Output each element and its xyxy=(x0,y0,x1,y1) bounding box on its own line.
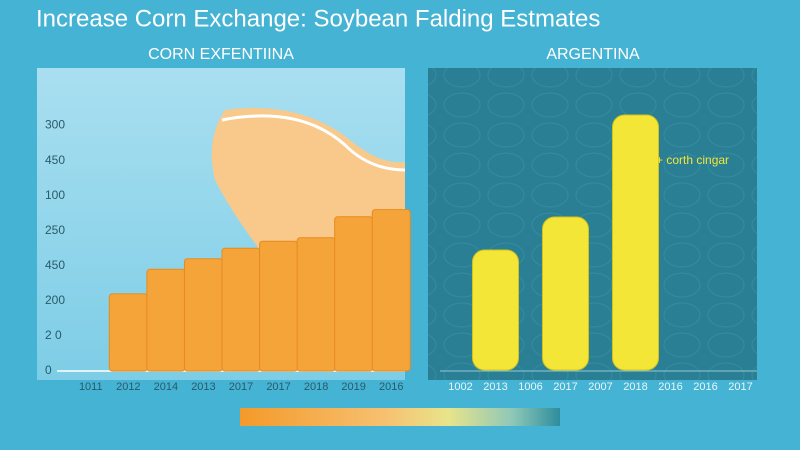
x-tick-label: 2014 xyxy=(154,381,178,393)
y-tick-label: 0 xyxy=(45,363,52,377)
x-tick-label: 2016 xyxy=(693,381,717,393)
x-tick-label: 1002 xyxy=(448,381,472,393)
y-tick-label: 300 xyxy=(45,118,65,132)
x-tick-label: 2016 xyxy=(658,381,682,393)
annotation: + corth cingar xyxy=(656,153,729,167)
bar xyxy=(472,249,519,371)
x-tick-label: 2016 xyxy=(379,381,403,393)
panel-title: CORN EXFENTIINA xyxy=(148,46,294,63)
page-title: Increase Corn Exchange: Soybean Falding … xyxy=(36,5,600,32)
map-border xyxy=(221,114,406,172)
bar xyxy=(612,114,659,371)
x-tick-label: 2017 xyxy=(229,381,253,393)
x-tick-label: 2013 xyxy=(191,381,215,393)
x-tick-label: 1011 xyxy=(79,381,103,393)
panel-title: ARGENTINA xyxy=(546,46,640,63)
bar xyxy=(259,240,299,372)
x-tick-label: 2018 xyxy=(623,381,647,393)
x-tick-label: 2007 xyxy=(588,381,612,393)
y-tick-label: 2 0 xyxy=(45,328,62,342)
x-tick-label: 2017 xyxy=(266,381,290,393)
y-tick-label: 200 xyxy=(45,293,65,307)
bar xyxy=(221,247,261,372)
x-tick-label: 2017 xyxy=(728,381,752,393)
x-tick-label: 2012 xyxy=(116,381,140,393)
bar xyxy=(296,237,336,372)
x-tick-label: 1006 xyxy=(518,381,542,393)
bar xyxy=(108,293,148,372)
bar xyxy=(146,268,186,372)
x-tick-label: 2019 xyxy=(341,381,365,393)
x-tick-label: 2017 xyxy=(553,381,577,393)
y-tick-label: 450 xyxy=(45,258,65,272)
y-tick-label: 450 xyxy=(45,153,65,167)
y-tick-label: 100 xyxy=(45,188,65,202)
x-tick-label: 2013 xyxy=(483,381,507,393)
bar xyxy=(371,209,411,372)
bar xyxy=(183,258,223,372)
bar xyxy=(334,216,374,372)
bar xyxy=(542,216,589,371)
color-strip xyxy=(240,408,560,426)
x-tick-label: 2018 xyxy=(304,381,328,393)
y-tick-label: 250 xyxy=(45,223,65,237)
